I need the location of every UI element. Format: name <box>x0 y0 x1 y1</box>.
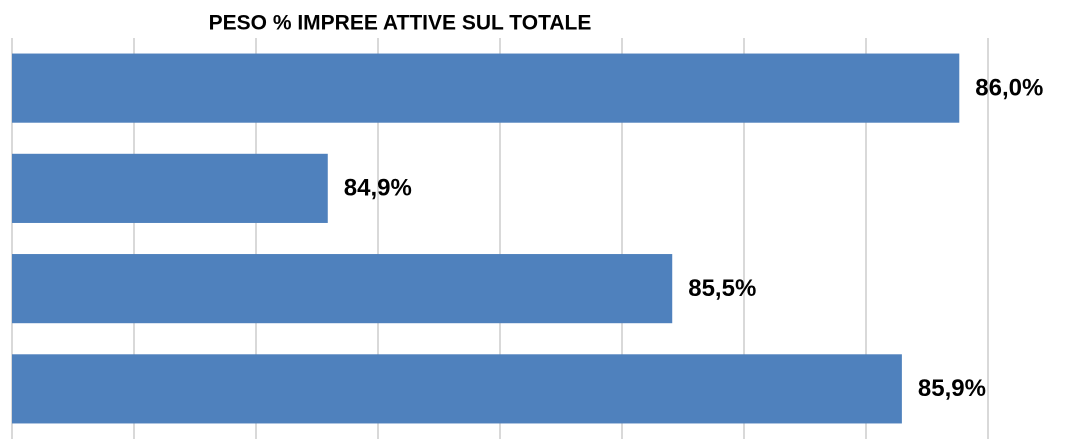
value-label: 85,5% <box>688 275 756 302</box>
chart-title: PESO % IMPREE ATTIVE SUL TOTALE <box>209 12 592 35</box>
value-label: 86,0% <box>975 74 1043 101</box>
bar <box>12 53 960 123</box>
bar <box>12 354 902 424</box>
value-label: 84,9% <box>344 175 412 202</box>
value-label: 85,9% <box>918 375 986 402</box>
bar <box>12 153 328 223</box>
bar <box>12 254 673 324</box>
